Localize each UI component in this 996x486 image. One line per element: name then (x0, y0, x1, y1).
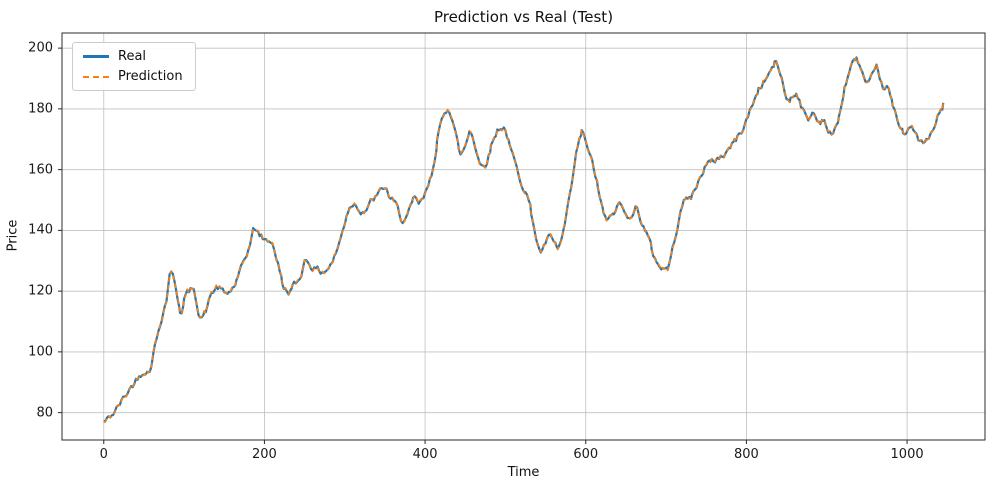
legend-swatch-prediction (83, 75, 109, 78)
legend-label-real: Real (118, 49, 147, 64)
y-tick-label: 180 (28, 101, 53, 117)
legend-entry-real: Real (83, 50, 183, 63)
x-tick-label: 200 (252, 447, 277, 462)
legend-entry-prediction: Prediction (83, 70, 183, 83)
x-axis-label: Time (507, 465, 540, 480)
y-axis-label: Price (5, 219, 21, 252)
x-tick-label: 600 (573, 447, 599, 462)
y-tick-label: 140 (28, 222, 53, 238)
legend-label-prediction: Prediction (118, 69, 183, 84)
y-tick-label: 160 (28, 162, 53, 178)
chart-title: Prediction vs Real (Test) (433, 8, 614, 26)
y-tick-label: 80 (36, 405, 53, 421)
legend: Real Prediction (72, 42, 196, 91)
x-tick-label: 400 (412, 447, 438, 462)
legend-swatch-real (83, 55, 109, 58)
x-tick-label: 0 (99, 447, 108, 462)
x-tick-label: 800 (733, 447, 759, 462)
x-tick-label: 1000 (890, 447, 924, 462)
y-tick-label: 100 (28, 344, 53, 360)
y-tick-label: 200 (28, 40, 53, 56)
y-tick-label: 120 (28, 283, 53, 299)
